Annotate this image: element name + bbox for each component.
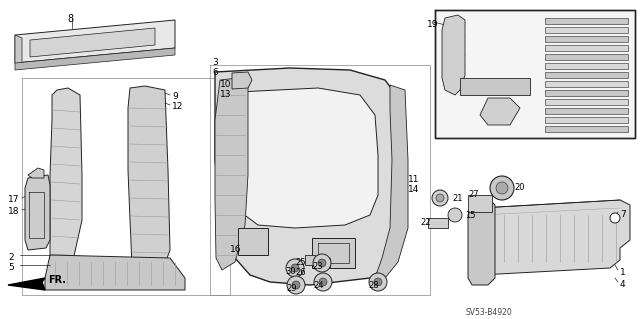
Text: FR.: FR. xyxy=(48,275,66,285)
Circle shape xyxy=(313,254,331,272)
Polygon shape xyxy=(30,28,155,57)
Text: 27: 27 xyxy=(468,190,479,199)
Polygon shape xyxy=(128,86,170,276)
Text: 29: 29 xyxy=(287,284,297,293)
Polygon shape xyxy=(545,18,628,24)
Polygon shape xyxy=(545,27,628,33)
Text: 11: 11 xyxy=(408,175,419,184)
Polygon shape xyxy=(545,54,628,60)
Polygon shape xyxy=(545,63,628,69)
Polygon shape xyxy=(472,200,630,275)
Text: 15: 15 xyxy=(465,211,476,220)
Text: 19: 19 xyxy=(427,20,438,29)
Circle shape xyxy=(318,259,326,267)
Polygon shape xyxy=(480,98,520,125)
Polygon shape xyxy=(232,88,378,228)
Polygon shape xyxy=(545,108,628,114)
Polygon shape xyxy=(468,195,492,212)
Polygon shape xyxy=(428,218,448,228)
Polygon shape xyxy=(215,68,405,285)
Text: 21: 21 xyxy=(452,194,463,203)
Polygon shape xyxy=(215,78,248,270)
Text: 10: 10 xyxy=(220,80,232,89)
Polygon shape xyxy=(15,35,22,66)
Text: 5: 5 xyxy=(8,263,13,272)
Polygon shape xyxy=(545,72,628,78)
Polygon shape xyxy=(232,72,252,89)
Polygon shape xyxy=(545,126,628,132)
Circle shape xyxy=(292,281,300,289)
Circle shape xyxy=(319,278,327,286)
Polygon shape xyxy=(545,99,628,105)
Circle shape xyxy=(314,273,332,291)
Text: 13: 13 xyxy=(220,90,232,99)
Polygon shape xyxy=(545,90,628,96)
Text: 18: 18 xyxy=(8,207,19,216)
Circle shape xyxy=(369,273,387,291)
Text: 17: 17 xyxy=(8,195,19,204)
Text: 1: 1 xyxy=(620,268,626,277)
Text: 3: 3 xyxy=(212,58,218,67)
Text: 25: 25 xyxy=(295,258,305,267)
Polygon shape xyxy=(15,20,175,63)
Polygon shape xyxy=(305,255,315,265)
Text: SV53-B4920: SV53-B4920 xyxy=(465,308,512,317)
Circle shape xyxy=(374,278,382,286)
Circle shape xyxy=(436,194,444,202)
Text: 22: 22 xyxy=(420,218,431,227)
Circle shape xyxy=(610,213,620,223)
Text: 26: 26 xyxy=(295,268,306,277)
Polygon shape xyxy=(435,10,635,138)
Text: 23: 23 xyxy=(313,262,323,271)
Polygon shape xyxy=(375,85,408,278)
Polygon shape xyxy=(8,278,45,290)
Circle shape xyxy=(496,182,508,194)
Polygon shape xyxy=(545,81,628,87)
Circle shape xyxy=(286,259,304,277)
Polygon shape xyxy=(45,255,185,290)
Text: 4: 4 xyxy=(620,280,626,289)
Circle shape xyxy=(287,276,305,294)
Circle shape xyxy=(291,264,299,272)
Text: 20: 20 xyxy=(514,183,525,192)
Text: 12: 12 xyxy=(172,102,184,111)
Polygon shape xyxy=(238,228,268,255)
Polygon shape xyxy=(50,88,82,270)
Polygon shape xyxy=(460,78,530,95)
Text: 2: 2 xyxy=(8,253,13,262)
Circle shape xyxy=(432,190,448,206)
Text: 6: 6 xyxy=(212,68,218,77)
Circle shape xyxy=(490,176,514,200)
Polygon shape xyxy=(25,175,50,250)
Polygon shape xyxy=(312,238,355,268)
Text: 24: 24 xyxy=(314,281,324,290)
Text: 28: 28 xyxy=(369,281,380,290)
Polygon shape xyxy=(545,45,628,51)
Text: 8: 8 xyxy=(67,14,73,24)
Text: 7: 7 xyxy=(620,210,626,219)
Text: 14: 14 xyxy=(408,185,419,194)
Polygon shape xyxy=(15,48,175,70)
Polygon shape xyxy=(28,168,44,178)
Polygon shape xyxy=(318,258,330,268)
Text: 9: 9 xyxy=(172,92,178,101)
Text: 30: 30 xyxy=(285,267,296,276)
Text: 16: 16 xyxy=(230,245,241,254)
Polygon shape xyxy=(468,200,495,285)
Polygon shape xyxy=(442,15,465,95)
Polygon shape xyxy=(545,36,628,42)
Circle shape xyxy=(448,208,462,222)
Polygon shape xyxy=(545,117,628,123)
